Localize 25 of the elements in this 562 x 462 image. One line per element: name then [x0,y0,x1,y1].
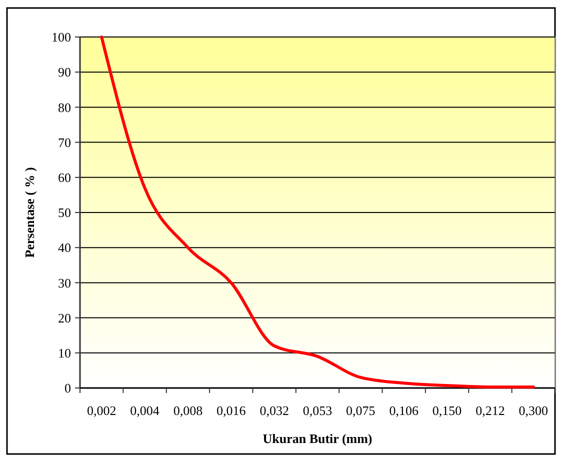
y-tick-label: 30 [58,275,71,290]
x-tick-label: 0,212 [476,403,505,418]
y-tick-label: 10 [58,345,71,360]
y-tick-label: 0 [64,380,71,396]
x-tick-label: 0,150 [432,403,462,418]
y-tick-label: 70 [58,134,71,150]
y-tick-label: 20 [58,310,71,326]
x-tick-label: 0,053 [302,403,332,418]
y-tick-label: 50 [58,205,71,220]
line-series [100,36,535,388]
y-tick-label: 100 [52,30,71,45]
y-tick-label: 90 [58,64,71,80]
x-tick-label: 0,300 [518,403,548,418]
x-tick-label: 0,075 [346,403,376,418]
x-tick-label: 0,016 [216,403,246,418]
x-tick-label: 0,008 [173,403,203,418]
x-tick-label: 0,032 [260,403,289,418]
y-tick-label: 80 [58,100,71,115]
x-tick-label: 0,106 [389,403,419,418]
y-axis-title: Persentase ( % ) [22,167,37,258]
y-tick-label: 40 [58,240,71,256]
x-tick-label: 0,004 [130,403,160,418]
y-tick-label: 60 [58,170,71,185]
x-tick-label: 0,002 [86,403,116,418]
x-axis-title: Ukuran Butir (mm) [262,431,372,446]
